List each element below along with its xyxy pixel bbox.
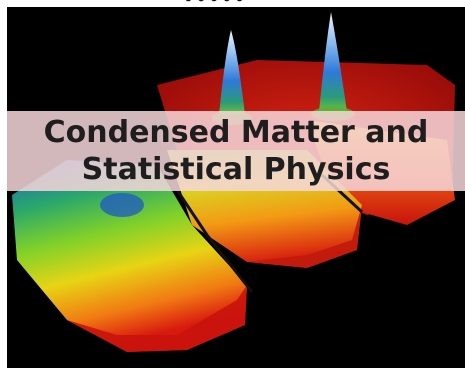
cropped-heading: ••••• [182,0,332,8]
title-banner-text: Condensed Matter and Statistical Physics [7,111,465,191]
top-white-strip [0,0,465,7]
title-line-1: Condensed Matter and [43,115,429,150]
title-line-2: Statistical Physics [81,152,391,187]
title-banner [7,111,465,191]
